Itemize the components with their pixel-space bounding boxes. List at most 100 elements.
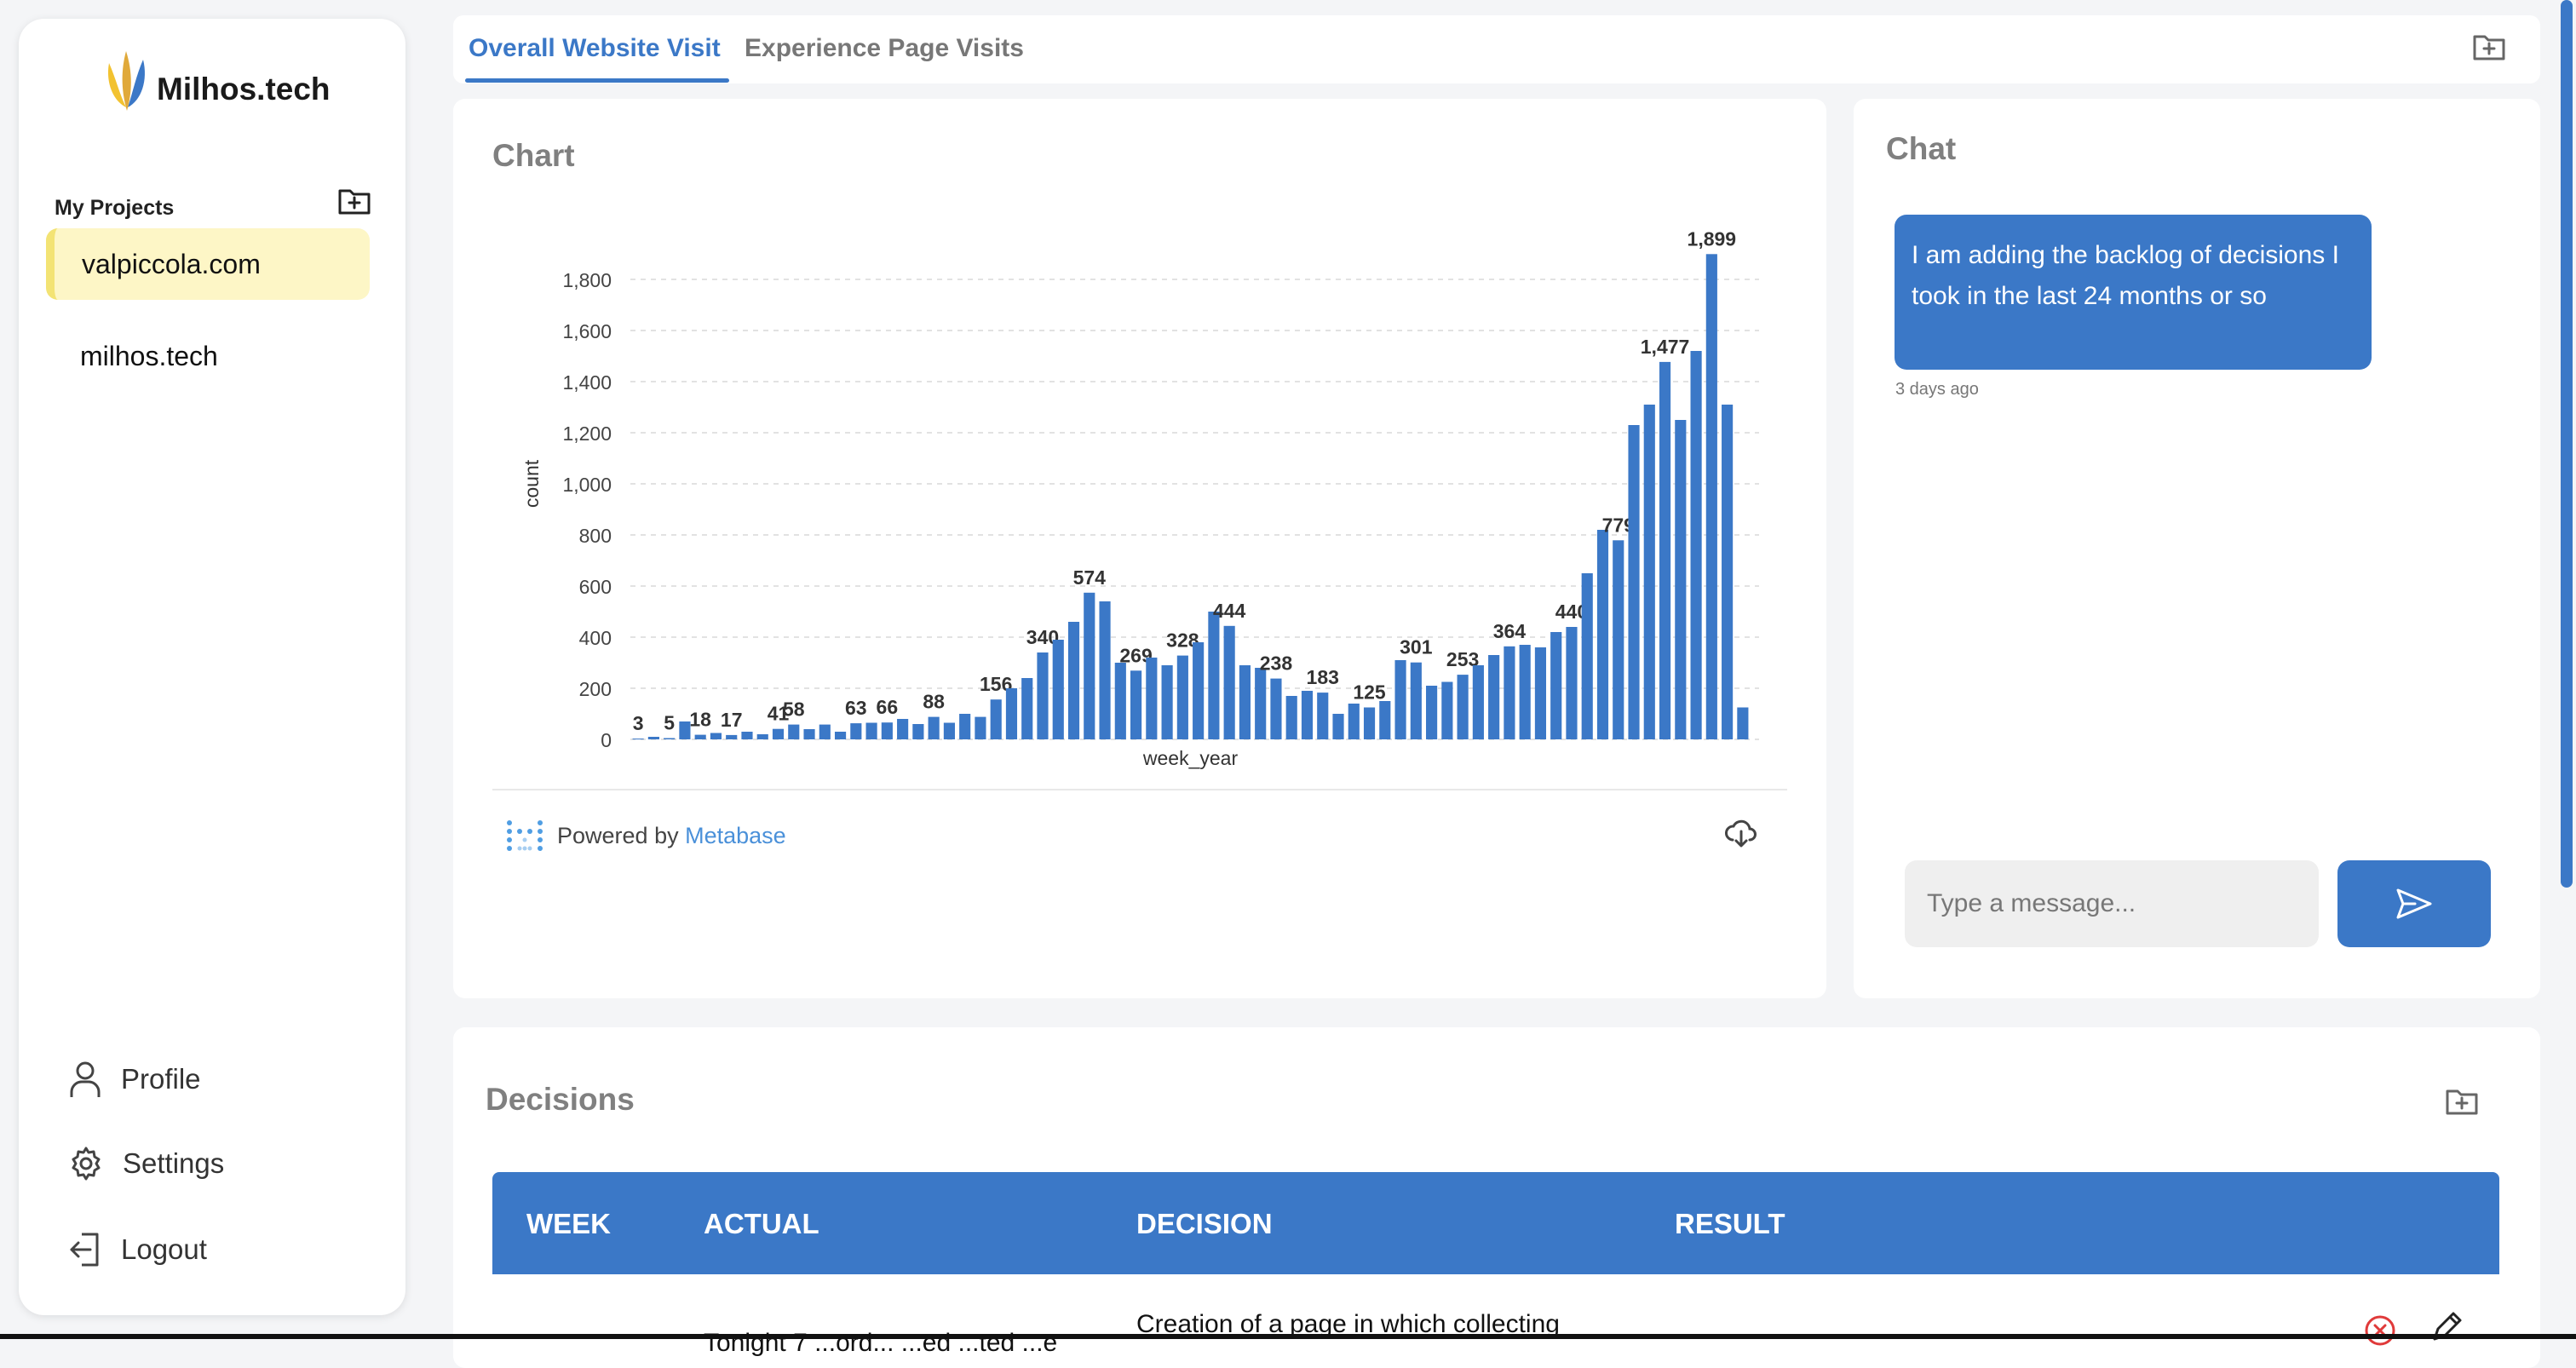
data-label: 3: [633, 712, 644, 734]
bar: [1176, 655, 1188, 739]
bar: [943, 722, 955, 739]
bar: [912, 724, 924, 739]
data-label: 301: [1400, 636, 1433, 658]
bar: [1084, 592, 1095, 739]
decisions-table-header: WEEK ACTUAL DECISION RESULT: [492, 1172, 2499, 1274]
bar: [1488, 655, 1500, 739]
brand-name: Milhos.tech: [157, 72, 331, 106]
chat-message-timestamp: 3 days ago: [1895, 380, 1979, 399]
bar: [772, 728, 785, 739]
column-actual: ACTUAL: [704, 1208, 819, 1239]
bar: [1114, 663, 1126, 739]
bar: [1285, 696, 1297, 739]
bar: [819, 724, 831, 739]
project-item-milhos[interactable]: milhos.tech: [80, 340, 218, 371]
folder-plus-icon: [2446, 1089, 2478, 1115]
profile-link[interactable]: Profile: [68, 1049, 201, 1109]
x-axis-label: week_year: [1142, 747, 1239, 769]
data-label: 183: [1307, 666, 1339, 688]
bar: [865, 722, 877, 739]
bar: [1705, 254, 1717, 739]
bar: [1690, 351, 1702, 739]
bar: [647, 737, 659, 739]
column-result: RESULT: [1675, 1208, 1785, 1239]
bar: [1161, 665, 1173, 739]
y-tick-label: 1,200: [562, 422, 612, 445]
column-decision: DECISION: [1136, 1208, 1273, 1239]
powered-by-text: Powered by Metabase: [557, 823, 786, 849]
bar: [1596, 530, 1609, 739]
tab-overall-website-visit[interactable]: Overall Website Visit: [469, 34, 721, 62]
bar: [1410, 662, 1422, 739]
column-week: WEEK: [526, 1208, 611, 1239]
bar: [1239, 665, 1251, 739]
bar: [664, 738, 676, 739]
bar: [1659, 361, 1671, 739]
delete-row-button[interactable]: [2363, 1313, 2397, 1352]
bar: [1566, 627, 1578, 739]
edit-row-button[interactable]: [2428, 1310, 2464, 1350]
bar: [726, 734, 738, 739]
add-decision-button[interactable]: [2445, 1087, 2479, 1120]
bar: [679, 721, 691, 739]
bar: [710, 733, 722, 739]
y-tick-label: 1,600: [562, 320, 612, 342]
bar: [1675, 420, 1687, 739]
add-project-button[interactable]: [329, 175, 380, 227]
project-item-valpiccola[interactable]: valpiccola.com: [46, 228, 370, 300]
download-button[interactable]: [1724, 818, 1758, 853]
chat-message-input[interactable]: [1905, 860, 2319, 947]
bar: [1581, 573, 1593, 739]
data-label: 125: [1353, 681, 1386, 704]
bar: [1441, 681, 1453, 739]
y-tick-label: 400: [579, 627, 612, 649]
bar: [881, 722, 893, 739]
settings-link[interactable]: Settings: [68, 1134, 224, 1193]
send-button[interactable]: [2337, 860, 2491, 947]
cloud-download-icon: [1725, 819, 1757, 848]
data-label: 5: [664, 712, 675, 734]
bar: [1472, 665, 1484, 739]
settings-label: Settings: [123, 1147, 225, 1179]
y-tick-label: 1,800: [562, 269, 612, 291]
bar: [1363, 707, 1376, 739]
sidebar: Milhos.tech My Projects valpiccola.com m…: [19, 19, 405, 1315]
bar: [694, 734, 706, 739]
metabase-link[interactable]: Metabase: [685, 823, 786, 848]
bar: [1534, 647, 1547, 739]
bar: [1146, 658, 1158, 739]
data-label: 18: [689, 709, 711, 731]
data-label: 238: [1260, 652, 1293, 675]
metabase-logo-icon: [507, 820, 543, 851]
y-tick-label: 200: [579, 678, 612, 700]
bar: [1005, 688, 1018, 739]
user-icon: [70, 1061, 101, 1097]
bar: [803, 729, 815, 739]
bar: [1021, 678, 1033, 739]
chart-footer-divider: [492, 789, 1787, 790]
data-label: 66: [877, 696, 899, 718]
data-label: 1,477: [1641, 336, 1690, 358]
y-tick-label: 1,000: [562, 474, 612, 496]
bar: [1613, 540, 1624, 739]
bar: [1519, 645, 1531, 739]
bar: [1223, 625, 1235, 739]
data-label: 1,899: [1688, 227, 1737, 250]
tab-experience-page-visits[interactable]: Experience Page Visits: [745, 34, 1024, 62]
tab-add-button[interactable]: [2472, 32, 2506, 66]
data-label: 17: [721, 709, 743, 731]
data-label: 444: [1213, 600, 1246, 622]
data-label: 364: [1493, 620, 1527, 642]
bar: [1099, 601, 1111, 739]
tab-bar: Overall Website Visit Experience Page Vi…: [453, 15, 2540, 83]
active-tab-indicator: [465, 78, 729, 83]
logout-link[interactable]: Logout: [68, 1220, 207, 1279]
logout-icon: [70, 1233, 99, 1267]
bar: [1722, 405, 1734, 739]
bar: [1379, 701, 1391, 739]
scrollbar[interactable]: [2561, 0, 2573, 888]
y-tick-label: 600: [579, 576, 612, 598]
bar: [1270, 678, 1282, 739]
window-bottom-edge: [0, 1334, 2576, 1339]
